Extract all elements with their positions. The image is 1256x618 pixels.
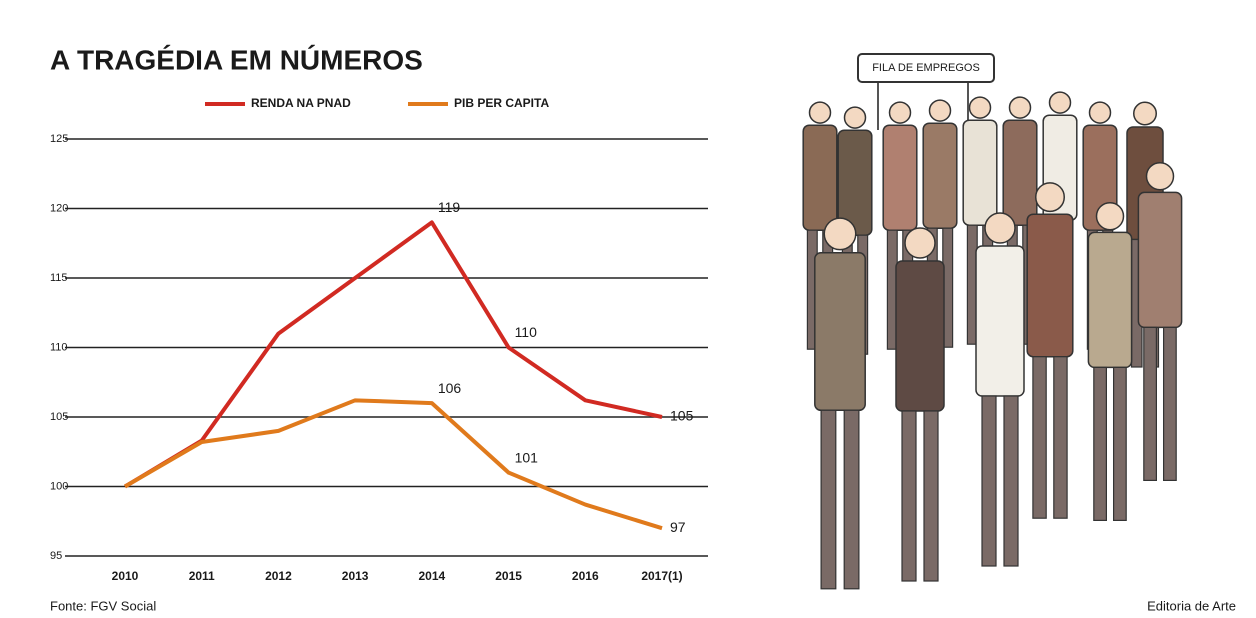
person-head	[904, 227, 936, 259]
person-body	[814, 252, 866, 412]
person-head	[1095, 201, 1125, 231]
person-body	[962, 119, 998, 226]
value-label: 110	[515, 324, 538, 340]
person-head	[808, 101, 832, 124]
person-head	[1088, 101, 1112, 124]
value-label: 106	[438, 380, 462, 396]
x-tick-label: 2010	[112, 569, 139, 583]
person-head	[823, 217, 857, 251]
person-head	[928, 99, 952, 122]
person-head	[888, 101, 912, 124]
person-head	[843, 106, 867, 129]
y-tick-label: 125	[50, 133, 68, 145]
person-body	[1002, 119, 1038, 226]
person-head	[1048, 91, 1072, 114]
person-leg	[1143, 326, 1158, 481]
y-tick-label: 100	[50, 480, 68, 492]
person-leg	[1053, 356, 1068, 519]
x-tick-label: 2014	[419, 569, 446, 583]
person-leg	[1162, 326, 1177, 481]
y-tick-label: 105	[50, 411, 68, 423]
person-head	[1133, 101, 1157, 126]
y-tick-label: 120	[50, 202, 68, 214]
y-tick-label: 95	[50, 550, 62, 562]
x-tick-label: 2016	[572, 569, 599, 583]
person-leg	[820, 409, 837, 590]
value-label: 97	[670, 519, 686, 535]
sign	[857, 53, 995, 83]
person-body	[882, 124, 918, 231]
person-head	[1035, 182, 1065, 213]
chart-title: A TRAGÉDIA EM NÚMEROS	[50, 44, 423, 75]
person-leg	[1003, 395, 1019, 567]
person-body	[1087, 231, 1133, 369]
person-head	[1145, 161, 1175, 191]
person-head	[1008, 96, 1032, 119]
illustration: FILA DE EMPREGOS	[802, 53, 1183, 590]
person-leg	[901, 410, 917, 582]
value-label: 119	[438, 199, 461, 215]
x-tick-label: 2015	[495, 569, 522, 583]
x-tick-label: 2017(1)	[641, 569, 682, 583]
source: Fonte: FGV Social	[50, 598, 156, 613]
person-body	[1026, 213, 1074, 358]
series-line	[123, 398, 663, 531]
value-label: 105	[670, 408, 694, 424]
person-leg	[1032, 356, 1047, 519]
person-leg	[1093, 366, 1108, 521]
person-body	[922, 122, 958, 229]
person-leg	[923, 410, 939, 582]
legend-label: RENDA NA PNAD	[251, 96, 351, 110]
credit: Editoria de Arte	[1147, 598, 1236, 613]
x-tick-label: 2012	[265, 569, 292, 583]
sign-text: FILA DE EMPREGOS	[872, 62, 980, 74]
person-body	[802, 124, 838, 231]
series-line	[123, 220, 663, 489]
y-tick-label: 110	[50, 341, 68, 353]
person-leg	[1112, 366, 1127, 521]
value-label: 101	[515, 449, 539, 465]
person-body	[895, 260, 945, 412]
person-leg	[843, 409, 860, 590]
x-tick-label: 2013	[342, 569, 369, 583]
y-tick-label: 115	[50, 272, 68, 284]
x-tick-label: 2011	[189, 569, 215, 583]
person-head	[984, 212, 1016, 244]
person-body	[975, 245, 1025, 397]
legend-label: PIB PER CAPITA	[454, 96, 549, 110]
person-leg	[981, 395, 997, 567]
person-body	[1137, 191, 1183, 329]
person-head	[968, 96, 992, 119]
